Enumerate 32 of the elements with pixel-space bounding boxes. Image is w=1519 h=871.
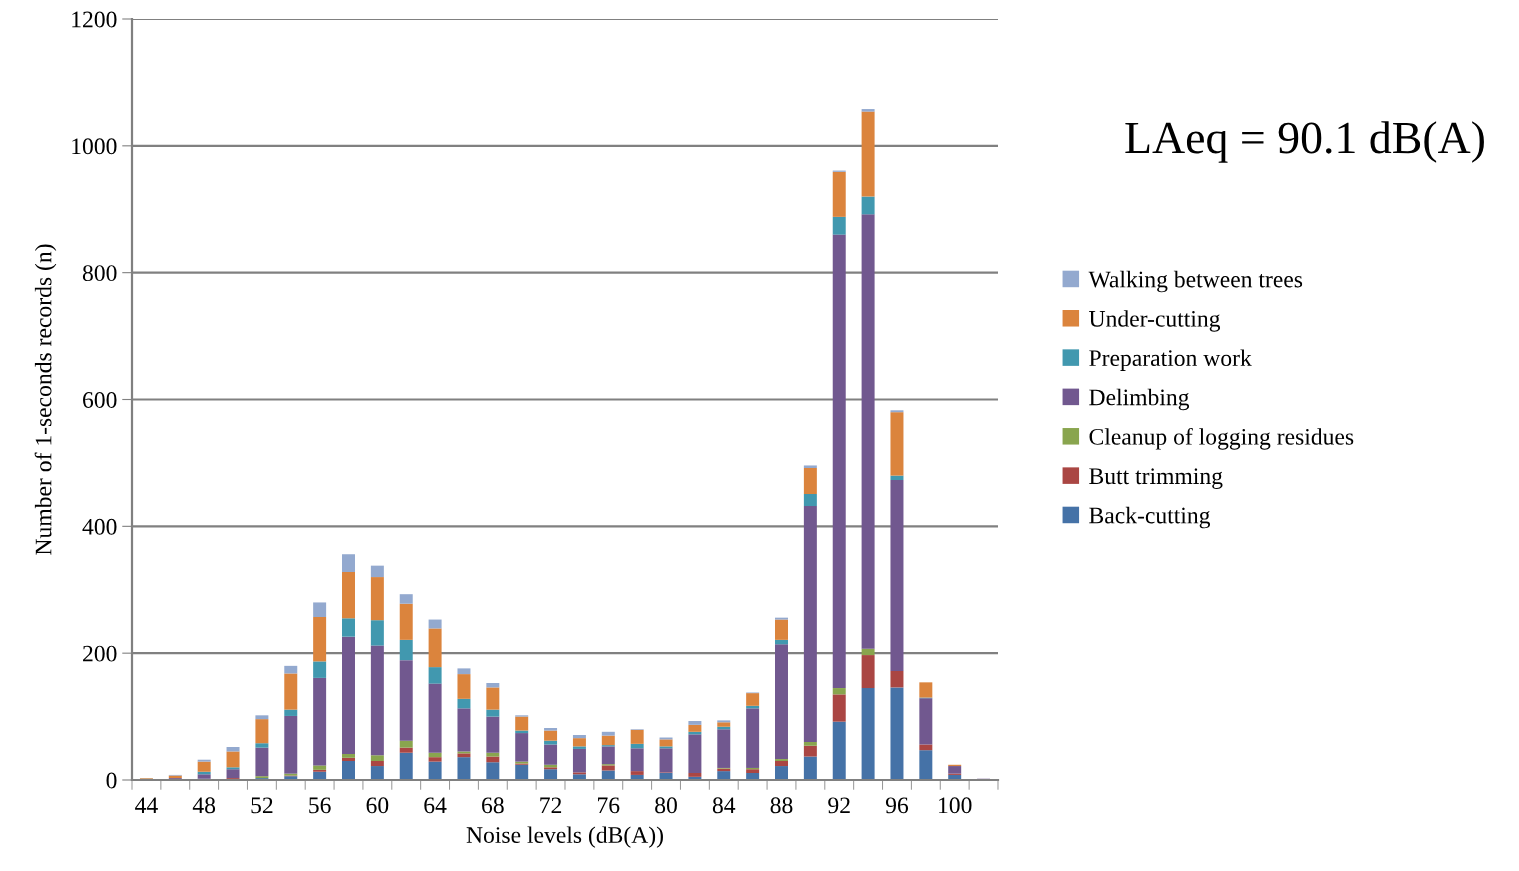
x-tick-label: 60 [366,797,389,814]
x-axis-title: Noise levels (dB(A)) [466,826,663,848]
text: LAeq = 90.1 dB(A) [1125,121,1484,163]
y-tick-label: 200 [83,645,117,662]
x-tick-label: 44 [135,797,158,814]
x-tick-label: 92 [828,797,850,814]
x-tick-label: 72 [540,797,562,814]
x-tick-label: 80 [655,797,677,814]
y-tick-label: 800 [82,265,117,282]
x-tick-label: 48 [192,797,216,814]
x-tick-label: 76 [598,797,620,814]
x-tick-label: 56 [309,797,331,814]
legend-label: Delimbing [1089,388,1190,411]
legend-label: Walking between trees [1088,270,1303,293]
x-tick-label: 64 [424,797,447,814]
x-tick-label: 96 [885,797,909,814]
y-tick-label: 1000 [72,138,117,155]
y-axis-title: Number of 1-seconds records (n) [34,244,57,555]
x-tick-label: 52 [251,797,273,814]
y-tick-label: 1200 [72,11,117,28]
x-tick-label: 68 [482,797,504,814]
legend-label: Under-cutting [1089,310,1221,332]
legend-label: Butt trimming [1089,468,1223,489]
x-tick-label: 88 [770,797,793,814]
y-tick-label: 400 [82,518,117,535]
x-tick-label: 100 [939,797,972,814]
x-tick-label: 84 [712,797,736,814]
legend-label: Preparation work [1089,349,1252,371]
y-tick-label: 0 [106,772,117,789]
legend-label: Back-cutting [1089,506,1211,529]
legend-label: Cleanup of logging residues [1089,427,1354,450]
y-tick-label: 600 [83,391,117,408]
